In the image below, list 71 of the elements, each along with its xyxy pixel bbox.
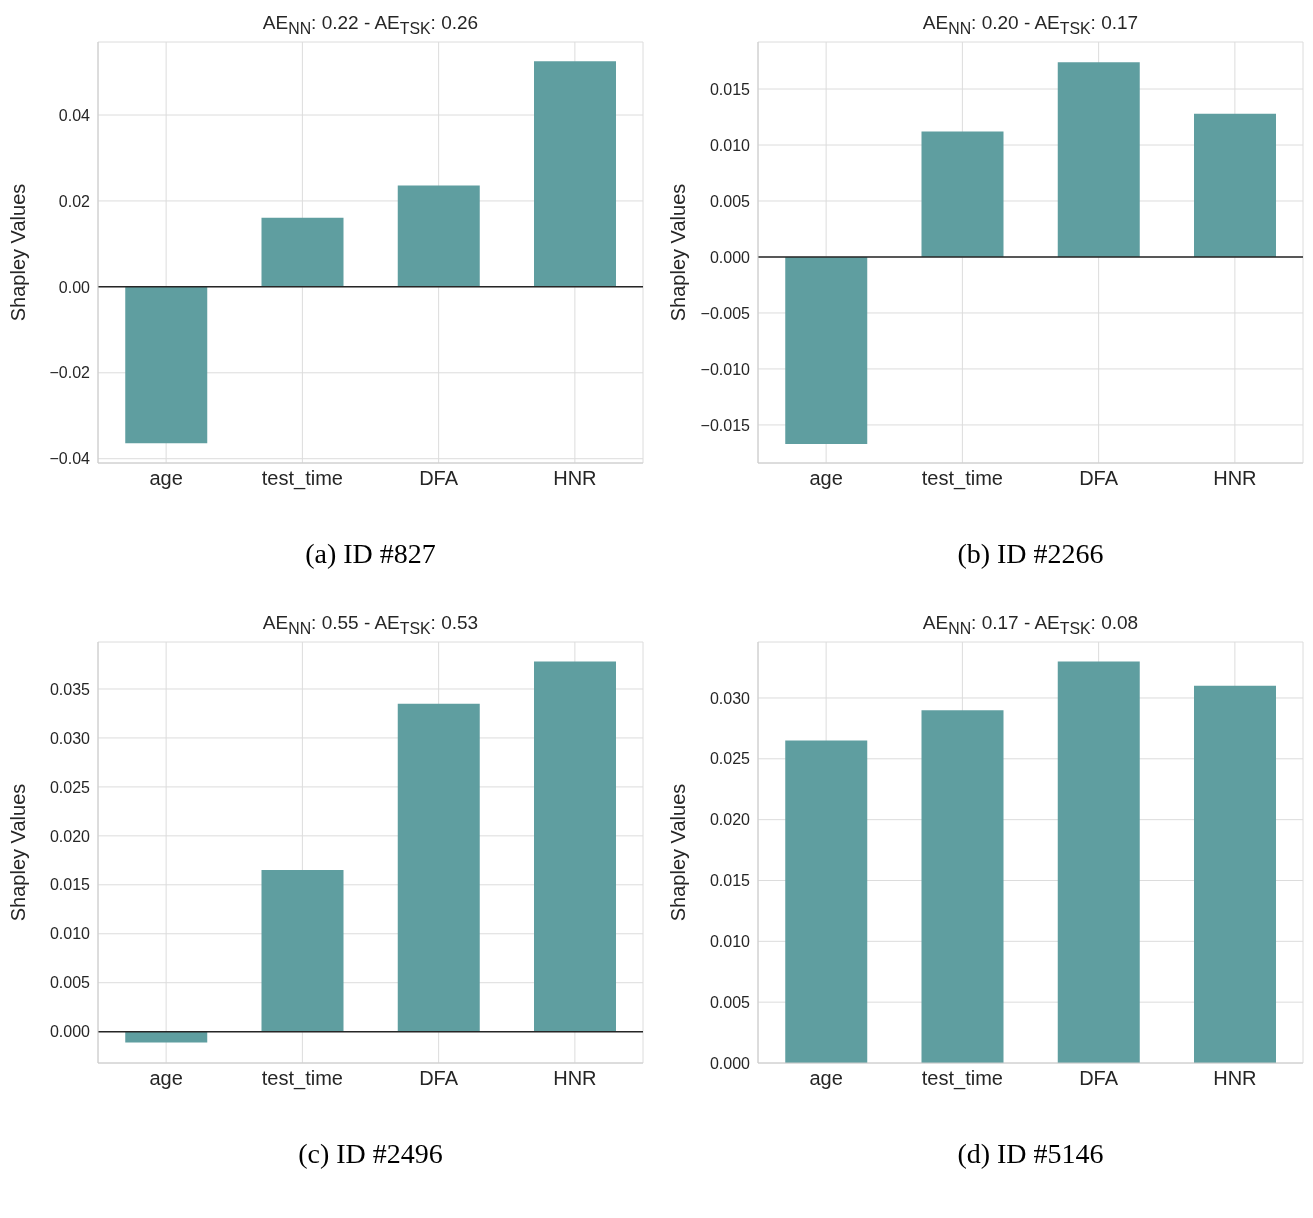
y-tick-label: 0.000 bbox=[49, 1023, 91, 1041]
y-tick-label: 0.015 bbox=[709, 872, 751, 890]
x-tick-label: HNR bbox=[553, 1067, 597, 1090]
x-tick-label: age bbox=[149, 467, 183, 490]
y-axis-title: Shapley Values bbox=[667, 783, 690, 922]
x-tick-label: HNR bbox=[1213, 467, 1257, 490]
y-tick-label: 0.010 bbox=[709, 136, 751, 154]
chart-title: AE$_{NN}$: 0.55 - AE$_{TSK}$: 0.53 bbox=[261, 611, 480, 638]
y-tick-label: 0.005 bbox=[709, 993, 751, 1011]
x-tick-label: HNR bbox=[553, 467, 597, 490]
bar bbox=[534, 61, 616, 287]
y-tick-label: −0.015 bbox=[700, 416, 751, 434]
text: (d) ID #5146 bbox=[956, 1138, 1105, 1170]
y-tick-label: 0.00 bbox=[58, 278, 91, 296]
x-tick-label: test_time bbox=[921, 1067, 1003, 1091]
bar bbox=[261, 870, 344, 1032]
y-tick-label: 0.04 bbox=[58, 106, 91, 124]
y-tick-label: 0.015 bbox=[709, 80, 751, 98]
bar bbox=[261, 217, 344, 287]
y-tick-label: 0.020 bbox=[49, 827, 91, 845]
y-axis-title: Shapley Values bbox=[7, 783, 30, 922]
bar bbox=[785, 740, 868, 1063]
y-tick-label: 0.020 bbox=[709, 811, 751, 829]
y-tick-label: −0.04 bbox=[49, 450, 91, 468]
y-tick-label: 0.000 bbox=[709, 248, 751, 266]
y-tick-label: 0.025 bbox=[49, 778, 91, 796]
y-tick-label: 0.025 bbox=[709, 750, 751, 768]
x-tick-label: test_time bbox=[261, 1067, 343, 1091]
text: (a) ID #827 bbox=[304, 538, 437, 570]
x-tick-label: DFA bbox=[1079, 1067, 1119, 1090]
y-tick-label: −0.010 bbox=[700, 360, 751, 378]
bar bbox=[125, 1031, 208, 1043]
bar bbox=[1194, 685, 1276, 1063]
x-tick-label: HNR bbox=[1213, 1067, 1257, 1090]
bar bbox=[397, 703, 480, 1032]
y-tick-label: 0.005 bbox=[709, 192, 751, 210]
y-axis-title: Shapley Values bbox=[667, 183, 690, 322]
bar bbox=[534, 661, 616, 1032]
x-tick-label: age bbox=[809, 467, 843, 490]
y-tick-label: 0.035 bbox=[49, 680, 91, 698]
y-tick-label: 0.02 bbox=[58, 192, 91, 210]
y-axis-title: Shapley Values bbox=[7, 183, 30, 322]
x-tick-label: DFA bbox=[1079, 467, 1119, 490]
y-tick-label: −0.005 bbox=[700, 304, 751, 322]
x-tick-label: test_time bbox=[921, 467, 1003, 491]
bar bbox=[785, 256, 868, 444]
bar bbox=[921, 710, 1004, 1063]
x-tick-label: DFA bbox=[419, 467, 459, 490]
bar bbox=[1057, 661, 1140, 1063]
x-tick-label: test_time bbox=[261, 467, 343, 491]
y-tick-label: 0.010 bbox=[709, 933, 751, 950]
bar bbox=[921, 131, 1004, 257]
chart-title: AE$_{NN}$: 0.20 - AE$_{TSK}$: 0.17 bbox=[921, 11, 1140, 38]
y-tick-label: 0.000 bbox=[709, 1054, 751, 1072]
y-tick-label: 0.030 bbox=[49, 729, 91, 747]
x-tick-label: DFA bbox=[419, 1067, 459, 1090]
x-tick-label: age bbox=[809, 1067, 843, 1090]
bar bbox=[397, 185, 480, 287]
y-tick-label: 0.030 bbox=[709, 689, 751, 707]
y-tick-label: 0.015 bbox=[49, 876, 91, 894]
chart-title: AE$_{NN}$: 0.17 - AE$_{TSK}$: 0.08 bbox=[921, 611, 1140, 638]
text: (c) ID #2496 bbox=[297, 1138, 444, 1170]
x-tick-label: age bbox=[149, 1067, 183, 1090]
y-tick-label: 0.010 bbox=[49, 925, 91, 943]
y-tick-label: −0.02 bbox=[49, 364, 91, 382]
bar bbox=[1057, 62, 1140, 257]
bar bbox=[1194, 113, 1276, 257]
y-tick-label: 0.005 bbox=[49, 974, 91, 992]
bar bbox=[125, 286, 208, 444]
chart-title: AE$_{NN}$: 0.22 - AE$_{TSK}$: 0.26 bbox=[261, 11, 480, 38]
text: (b) ID #2266 bbox=[956, 538, 1105, 570]
